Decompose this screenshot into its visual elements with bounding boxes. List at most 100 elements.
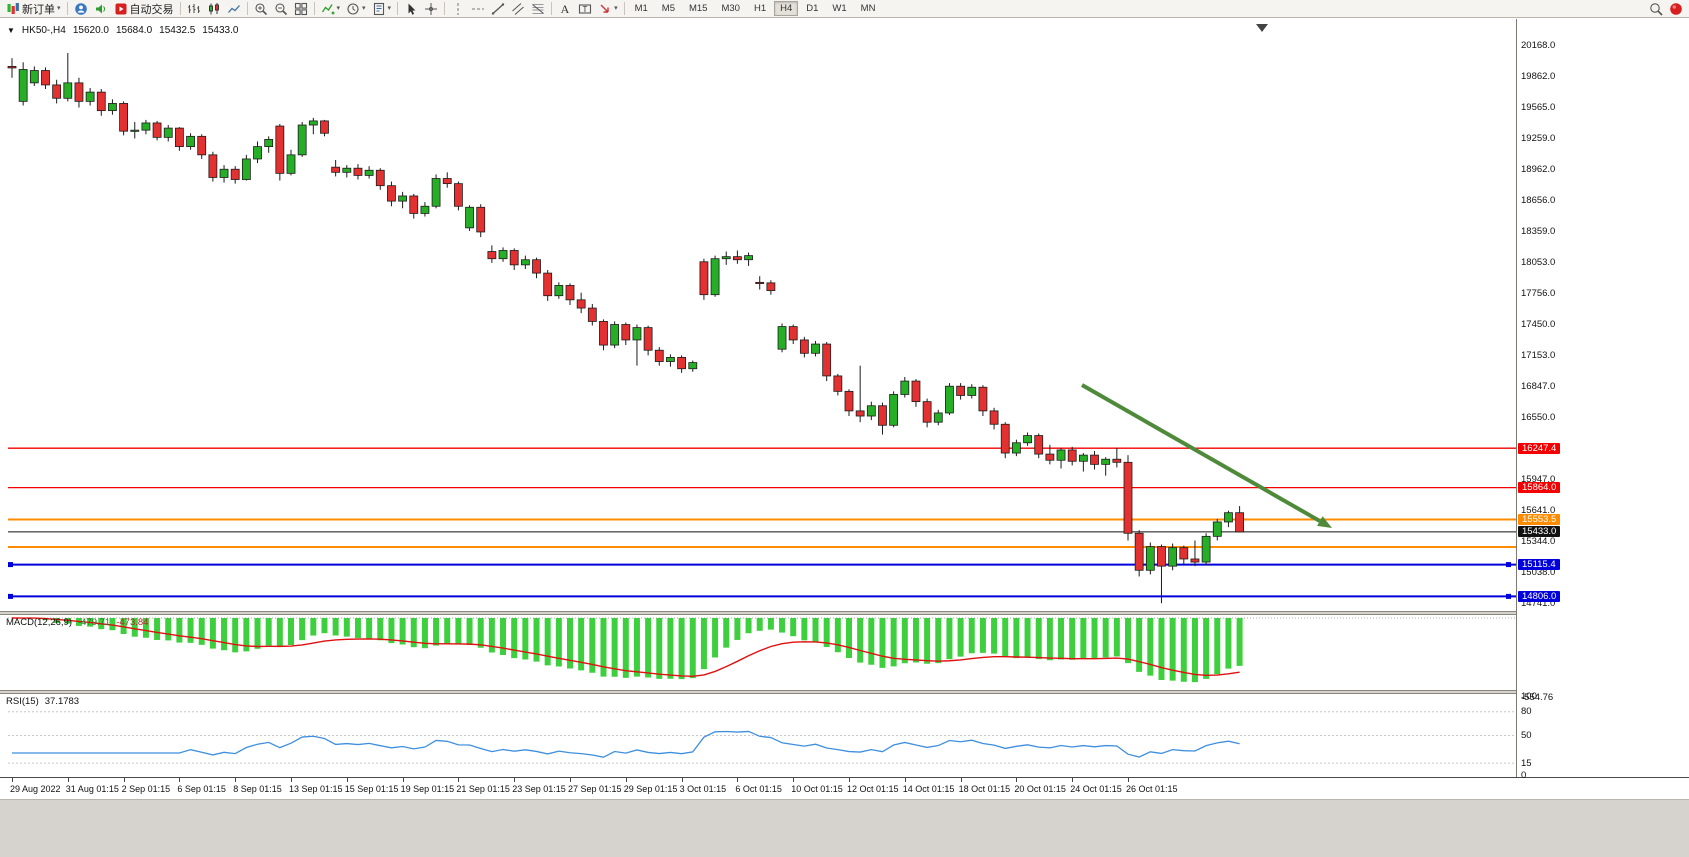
- timeframe-toolbar: M1 M5 M15 M30 H1 H4 D1 W1 MN: [628, 0, 883, 18]
- candle-body: [63, 82, 73, 99]
- hline-button[interactable]: [468, 0, 488, 18]
- time-axis-label: 24 Oct 01:15: [1070, 784, 1122, 794]
- timeframe-d1-button[interactable]: D1: [806, 3, 819, 14]
- price-grid-label: 15947.0: [1521, 473, 1556, 485]
- zoom-in-button[interactable]: [251, 0, 271, 18]
- price-line-label: 14806.0: [1518, 590, 1561, 602]
- toolbar-left-groups: 新订单 ▾ 自动交易 ▾ ▾ ▾ A T ▾: [3, 0, 621, 18]
- timeframe-m15-button[interactable]: M15: [688, 3, 708, 14]
- timeframe-m1-button[interactable]: M1: [634, 3, 648, 14]
- new-order-button[interactable]: 新订单 ▾: [3, 0, 64, 18]
- candle-body: [253, 146, 262, 160]
- text-label-button[interactable]: T: [575, 0, 595, 18]
- macd-canvas[interactable]: [0, 615, 1516, 690]
- timeframe-m30-button[interactable]: M30: [721, 3, 740, 14]
- chart-shift-marker[interactable]: [1256, 24, 1268, 32]
- candle-body: [1224, 512, 1233, 523]
- zoom-in-icon: [254, 2, 268, 16]
- main-chart-canvas[interactable]: [0, 19, 1516, 611]
- candle-body: [587, 307, 597, 322]
- candle-body: [1134, 532, 1144, 571]
- timeframe-w1-button[interactable]: W1: [832, 3, 847, 14]
- candles-button[interactable]: [204, 0, 224, 18]
- candle-body: [1023, 435, 1032, 444]
- candle-body: [1179, 547, 1189, 560]
- arrows-button[interactable]: ▾: [595, 0, 621, 18]
- candle-body: [509, 250, 519, 266]
- price-scale[interactable]: 20168.0 19862.0 19565.0 19259.0 18962.0 18656…: [1516, 19, 1689, 781]
- macd-pane[interactable]: MACD(12,26,9) -479.71 -473.84: [0, 615, 1516, 690]
- toolbar-right-groups: [1646, 0, 1686, 18]
- search-button[interactable]: [1646, 0, 1666, 18]
- fibonacci-button[interactable]: [528, 0, 548, 18]
- time-axis-label: 29 Aug 2022: [10, 784, 61, 794]
- crosshair-button[interactable]: [421, 0, 441, 18]
- candle-body: [632, 327, 642, 341]
- zoom-out-button[interactable]: [271, 0, 291, 18]
- arrows-icon: [598, 2, 612, 16]
- autotrading-button[interactable]: 自动交易: [111, 0, 177, 18]
- candle-body: [331, 166, 341, 173]
- price-line-label: 15864.0: [1518, 482, 1561, 494]
- cursor-button[interactable]: [401, 0, 421, 18]
- candle-body: [119, 103, 128, 132]
- candle-body: [308, 120, 318, 126]
- pane-splitter[interactable]: [0, 611, 1689, 615]
- candle-body: [721, 256, 731, 260]
- hline-handle[interactable]: [1506, 593, 1511, 599]
- rsi-pane[interactable]: RSI(15) 37.1783: [0, 694, 1516, 777]
- timeframe-mn-button[interactable]: MN: [860, 3, 876, 14]
- bars-button[interactable]: [184, 0, 204, 18]
- candle-body: [186, 135, 195, 148]
- vline-button[interactable]: [448, 0, 468, 18]
- candle-body: [241, 158, 251, 180]
- main-chart-pane[interactable]: ▼ HK50-,H4 15620.0 15684.0 15432.5 15433…: [0, 19, 1516, 611]
- trend-arrow-head[interactable]: [1317, 516, 1332, 528]
- price-line-label: 15553.5: [1518, 514, 1561, 526]
- candle-body: [465, 206, 474, 229]
- time-axis[interactable]: 29 Aug 2022 31 Aug 01:15 2 Sep 01:15 6 Sep …: [0, 777, 1689, 799]
- community-button[interactable]: [71, 0, 91, 18]
- candle-body: [141, 122, 151, 131]
- candle-body: [833, 375, 843, 392]
- trend-arrow-line[interactable]: [1081, 383, 1321, 523]
- hline-handle[interactable]: [1506, 562, 1511, 568]
- rsi-canvas[interactable]: [0, 694, 1516, 777]
- price-line-label: 15433.0: [1518, 526, 1561, 538]
- channel-button[interactable]: [508, 0, 528, 18]
- candle-body: [41, 70, 50, 86]
- candle-body: [1190, 558, 1200, 563]
- indicators-button[interactable]: ▾: [318, 0, 344, 18]
- notification-button[interactable]: [1666, 0, 1686, 18]
- price-grid-label: 18359.0: [1521, 225, 1556, 237]
- tile-windows-button[interactable]: [291, 0, 311, 18]
- candle-body: [29, 70, 39, 84]
- pane-splitter[interactable]: [0, 690, 1689, 694]
- hline-handle[interactable]: [8, 593, 13, 599]
- candle-body: [197, 135, 207, 156]
- templates-button[interactable]: ▾: [369, 0, 395, 18]
- price-grid-label: 17756.0: [1521, 287, 1556, 299]
- text-button[interactable]: A: [555, 0, 575, 18]
- timeframe-h4-button[interactable]: H4: [774, 1, 799, 16]
- chart-window: ▼ HK50-,H4 15620.0 15684.0 15432.5 15433…: [0, 19, 1689, 857]
- price-grid-label: 17153.0: [1521, 349, 1556, 361]
- candle-body: [654, 349, 664, 362]
- chart-symbol-period: HK50-,H4: [21, 25, 66, 36]
- timeframe-m5-button[interactable]: M5: [661, 3, 675, 14]
- timeframe-h1-button[interactable]: H1: [753, 3, 767, 14]
- macd-scale-label: -554.76: [1521, 692, 1554, 704]
- templates-icon: [372, 2, 386, 16]
- candle-body: [264, 139, 274, 148]
- price-grid-label: 20168.0: [1521, 39, 1556, 51]
- candle-body: [1145, 546, 1155, 571]
- candle-body: [576, 299, 586, 309]
- periods-button[interactable]: ▾: [343, 0, 369, 18]
- one-click-trading-toggle[interactable]: ▼: [7, 26, 15, 35]
- hline-handle[interactable]: [8, 562, 13, 568]
- trendline-button[interactable]: [488, 0, 508, 18]
- time-axis-tick: [960, 778, 962, 782]
- sound-button[interactable]: [91, 0, 111, 18]
- time-axis-label: 19 Sep 01:15: [400, 784, 455, 794]
- line-chart-button[interactable]: [224, 0, 244, 18]
